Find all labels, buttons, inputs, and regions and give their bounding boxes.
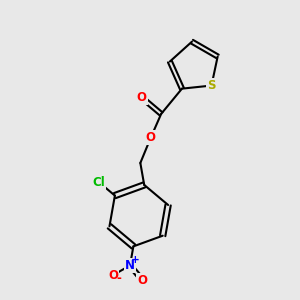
Text: O: O (137, 91, 147, 104)
Text: O: O (108, 268, 118, 282)
Text: S: S (207, 79, 216, 92)
Text: Cl: Cl (93, 176, 105, 189)
Text: -: - (116, 272, 121, 285)
Text: N: N (125, 259, 135, 272)
Text: +: + (131, 255, 140, 266)
Text: O: O (137, 274, 147, 287)
Text: O: O (146, 131, 156, 144)
